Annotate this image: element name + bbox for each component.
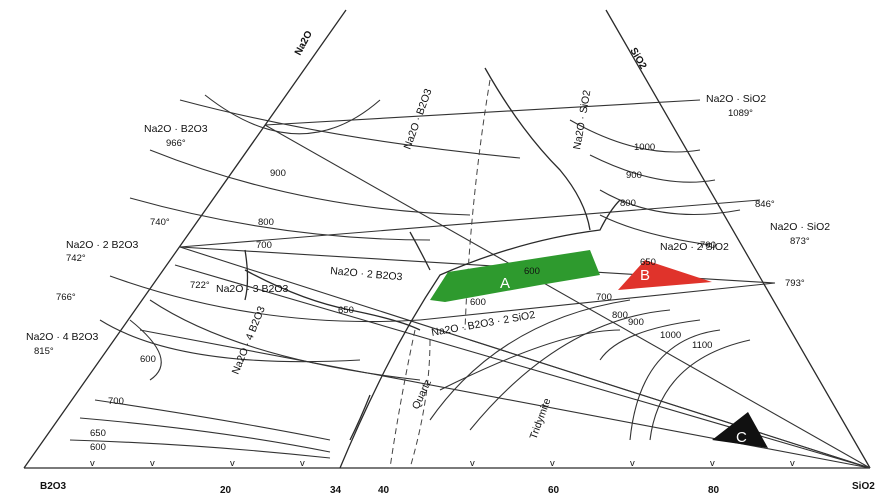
svg-text:v: v (150, 458, 155, 469)
iso-600-centre: 600 (470, 297, 486, 308)
tick-20: 20 (220, 485, 232, 496)
compound-ns: Na2O · SiO2 (706, 93, 766, 105)
iso-700-bottom: 700 (108, 396, 124, 407)
label-b2o3-corner: B2O3 (40, 481, 67, 492)
phase-boundaries (244, 67, 621, 469)
iso-900-right: 900 (626, 170, 642, 181)
compound-ns-right-temp: 873° (790, 236, 810, 247)
svg-text:v: v (470, 458, 475, 469)
compound-nb-temp: 966° (166, 138, 186, 149)
iso-1000-right: 1000 (634, 142, 655, 153)
iso-600-mid: 600 (524, 266, 540, 277)
isotherm-curves (69, 94, 751, 459)
svg-text:v: v (790, 458, 795, 469)
iso-600-bottom: 600 (90, 442, 106, 453)
compound-n4b-line: Na2O · 4 B2O3 (230, 304, 268, 376)
iso-600-left: 600 (140, 354, 156, 365)
tick-40: 40 (378, 485, 390, 496)
compound-n3b: Na2O · 3 B2O3 (216, 283, 289, 295)
region-b (618, 260, 712, 290)
svg-text:v: v (710, 458, 715, 469)
iso-1000-lower: 1000 (660, 330, 681, 341)
svg-text:v: v (300, 458, 305, 469)
iso-900-lower: 900 (628, 317, 644, 328)
compound-nb-line: Na2O · B2O3 (402, 87, 435, 151)
compound-ns-right: Na2O · SiO2 (770, 221, 830, 233)
temp-846: 846° (755, 199, 775, 210)
compound-ns2: Na2O · 2 SiO2 (660, 241, 729, 253)
compound-n2b-temp: 742° (66, 253, 86, 264)
compound-nb: Na2O · B2O3 (144, 123, 208, 135)
svg-text:v: v (90, 458, 95, 469)
iso-650-centre: 650 (640, 257, 656, 268)
tick-34: 34 (330, 485, 342, 496)
iso-700-left: 700 (256, 240, 272, 251)
compound-n4b-temp: 815° (34, 346, 54, 357)
compound-n2b: Na2O · 2 B2O3 (66, 239, 139, 251)
temp-793: 793° (785, 278, 805, 289)
label-sio2-right-edge: SiO2 (627, 46, 648, 72)
label-na2o-apex: Na2O (293, 29, 315, 57)
iso-800-left: 800 (258, 217, 274, 228)
region-b-label: B (640, 267, 650, 284)
tick-80: 80 (708, 485, 720, 496)
temp-722: 722° (190, 280, 210, 291)
iso-700-mid: 700 (596, 292, 612, 303)
compound-ns-line: Na2O · SiO2 (571, 89, 593, 150)
temp-766: 766° (56, 292, 76, 303)
compound-n2b-field: Na2O · 2 B2O3 (330, 265, 403, 283)
region-c-label: C (736, 429, 747, 446)
compound-n4b: Na2O · 4 B2O3 (26, 331, 99, 343)
svg-text:v: v (630, 458, 635, 469)
region-a (430, 250, 600, 302)
iso-650-mid: 650 (338, 305, 354, 316)
iso-800-lower: 800 (612, 310, 628, 321)
phase-tridymite: Tridymite (528, 397, 554, 441)
region-a-label: A (500, 275, 510, 292)
temp-740: 740° (150, 217, 170, 228)
compound-ns-temp: 1089° (728, 108, 753, 119)
iso-700-right: 700 (700, 240, 716, 251)
iso-1100-lower: 1100 (692, 340, 712, 351)
tick-60: 60 (548, 485, 560, 496)
iso-650-bottom: 650 (90, 428, 106, 439)
iso-900-left: 900 (270, 168, 286, 179)
label-sio2-corner: SiO2 (852, 481, 875, 492)
phase-quartz: Quartz (410, 378, 434, 412)
svg-text:v: v (230, 458, 235, 469)
iso-800-right: 800 (620, 198, 636, 209)
triangle-frame (23, 9, 871, 469)
dashed-boundaries (389, 79, 491, 469)
region-c (712, 412, 768, 448)
svg-text:v: v (550, 458, 555, 469)
bottom-ticks: v v v v v v v v v (90, 458, 795, 469)
